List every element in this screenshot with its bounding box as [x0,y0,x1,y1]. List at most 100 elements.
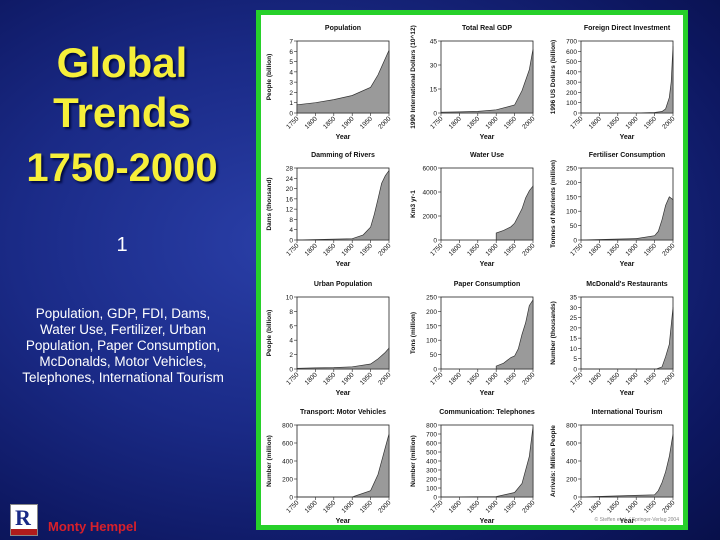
y-tick-label: 4 [289,338,293,345]
x-tick-label: 1900 [624,499,639,514]
y-tick-label: 12 [286,207,294,214]
x-axis-label: Year [336,390,351,397]
x-axis-label: Year [480,518,495,525]
x-tick-label: 1900 [484,371,499,386]
x-tick-label: 1950 [503,371,518,386]
y-tick-label: 8 [289,217,293,224]
x-tick-label: 2000 [377,371,392,386]
x-tick-label: 1800 [588,115,603,130]
x-tick-label: 1950 [503,115,518,130]
x-tick-label: 1750 [429,499,444,514]
x-tick-label: 1950 [359,499,374,514]
charts-figure: Population 0 1 2 3 4 5 6 7 1750 1800 1850 1900 1950 20… [256,10,688,530]
y-tick-label: 200 [282,477,293,484]
x-tick-label: 1850 [466,242,481,257]
slide-year-range: 1750-2000 [26,146,218,190]
x-tick-label: 1900 [340,371,355,386]
x-tick-label: 1750 [429,242,444,257]
x-tick-label: 1950 [643,499,658,514]
x-tick-label: 1750 [429,115,444,130]
slide-title: Global Trends [53,39,191,136]
area-series [440,426,534,498]
y-tick-label: 50 [430,352,438,359]
x-tick-label: 1900 [340,115,355,130]
y-tick-label: 0 [433,367,437,374]
x-tick-label: 1750 [285,371,300,386]
x-axis-label: Year [620,261,635,268]
chart-title: Population [325,25,361,32]
y-tick-label: 400 [426,459,437,466]
x-tick-label: 1850 [606,499,621,514]
x-tick-label: 1950 [643,242,658,257]
x-tick-label: 1750 [569,371,584,386]
x-axis-label: Year [480,261,495,268]
y-tick-label: 2 [289,90,293,97]
y-tick-label: 45 [430,39,438,46]
y-tick-label: 20 [570,325,578,332]
chart-panel-7: Urban Population 0 2 4 6 8 10 1750 1800 1850 1900 1… [266,281,393,397]
y-tick-label: 250 [426,295,437,302]
x-tick-label: 1800 [448,242,463,257]
y-tick-label: 0 [289,238,293,245]
x-tick-label: 1850 [322,242,337,257]
x-tick-label: 1850 [322,371,337,386]
y-tick-label: 200 [566,90,577,97]
chart-panel-8: Paper Consumption 0 50 100 150 200 250 1750 1800… [410,281,537,397]
chart-panel-3: Foreign Direct Investment 0 100 200 300 400 50… [550,25,677,141]
x-tick-label: 1850 [606,242,621,257]
x-tick-label: 2000 [377,499,392,514]
x-axis-label: Year [480,390,495,397]
y-tick-label: 10 [286,295,294,302]
area-series [296,169,390,241]
area-series [580,196,674,241]
y-tick-label: 6 [289,323,293,330]
y-tick-label: 20 [286,186,294,193]
y-tick-label: 800 [566,423,577,430]
area-series [495,298,534,370]
x-tick-label: 1900 [624,371,639,386]
chart-title: Communication: Telephones [439,409,535,416]
x-tick-label: 1900 [340,499,355,514]
area-series [581,307,674,370]
university-logo-icon: R [10,504,38,536]
x-tick-label: 1800 [448,499,463,514]
x-tick-label: 1850 [322,115,337,130]
y-tick-label: 7 [289,39,293,46]
y-tick-label: 200 [566,477,577,484]
x-tick-label: 1850 [322,499,337,514]
y-tick-label: 100 [426,338,437,345]
x-tick-label: 1850 [606,371,621,386]
plot-frame [580,424,674,498]
y-tick-label: 400 [282,459,293,466]
x-tick-label: 1950 [503,242,518,257]
y-tick-label: 800 [426,423,437,430]
chart-panel-9: McDonald's Restaurants 0 5 10 15 20 25 30 35 1750… [550,281,677,397]
x-tick-label: 1850 [466,371,481,386]
y-tick-label: 50 [570,223,578,230]
y-tick-label: 200 [566,180,577,187]
x-tick-label: 2000 [377,115,392,130]
x-tick-label: 2000 [377,242,392,257]
chart-title: Urban Population [314,281,372,288]
x-tick-label: 2000 [521,371,536,386]
x-tick-label: 2000 [661,242,676,257]
y-tick-label: 0 [573,495,577,502]
slide-caption: Population, GDP, FDI, Dams, Water Use, F… [22,306,224,385]
y-tick-label: 25 [570,315,578,322]
y-tick-label: 0 [289,367,293,374]
y-axis-label: Arrivals: Million People [550,425,557,497]
x-axis-label: Year [620,390,635,397]
chart-title: Damming of Rivers [311,152,375,159]
y-tick-label: 5 [573,356,577,363]
y-axis-label: Number (million) [266,435,273,487]
y-tick-label: 200 [426,477,437,484]
y-tick-label: 10 [570,346,578,353]
y-tick-label: 400 [566,459,577,466]
chart-title: Transport: Motor Vehicles [300,409,386,416]
y-tick-label: 0 [573,238,577,245]
x-tick-label: 2000 [661,371,676,386]
chart-panel-11: Communication: Telephones 0 100 200 300 400 50… [410,409,537,525]
y-tick-label: 6 [289,49,293,56]
y-tick-label: 30 [570,305,578,312]
x-tick-label: 1800 [304,371,319,386]
